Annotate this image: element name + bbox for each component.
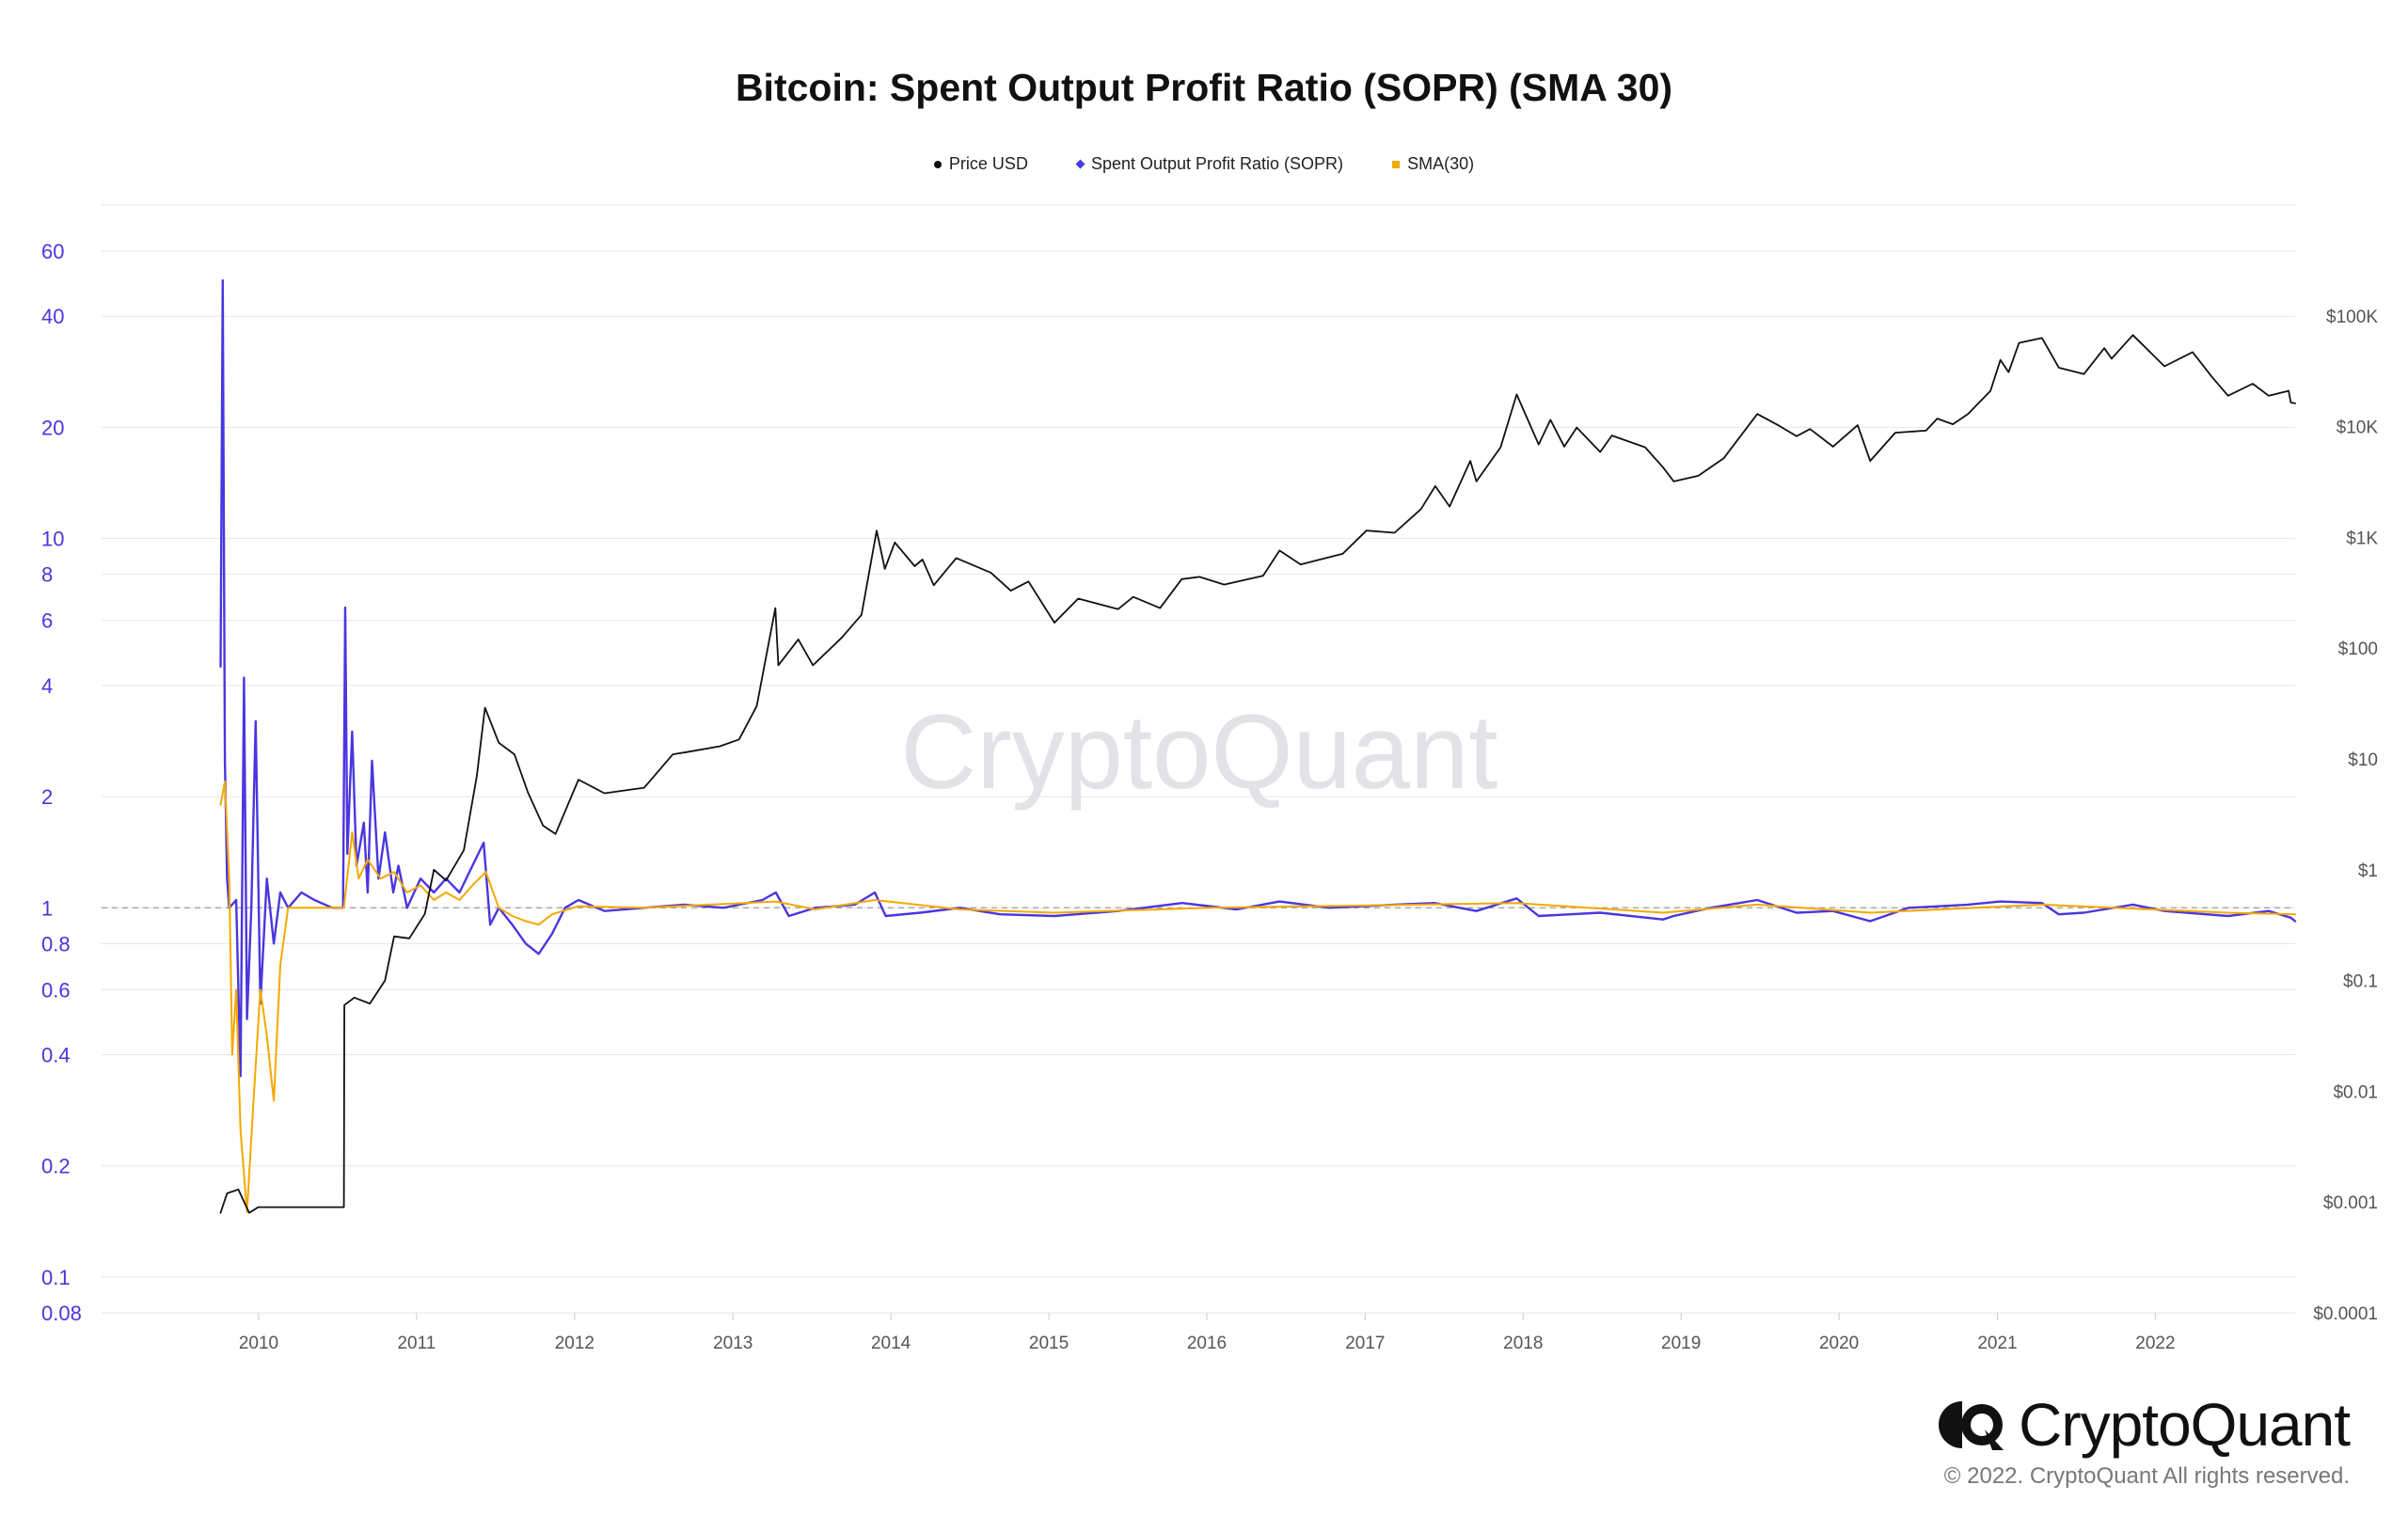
x-tick-label: 2010 (239, 1334, 278, 1353)
x-tick-label: 2017 (1345, 1334, 1385, 1353)
left-tick-label: 8 (41, 563, 53, 587)
x-tick-label: 2020 (1819, 1334, 1859, 1353)
left-axis: 60 40 20 10 8 6 4 2 1 0.8 0.6 0.4 0.2 0.1 0.08 (41, 240, 82, 1325)
series-line-price (219, 334, 2296, 1214)
left-tick-label: 6 (41, 609, 53, 633)
right-tick-label: $10K (2337, 418, 2379, 438)
x-tick-label: 2014 (871, 1334, 911, 1353)
legend-item-sma[interactable]: SMA(30) (1392, 154, 1474, 174)
x-tick-label: 2011 (397, 1334, 436, 1353)
legend-marker-sma (1392, 160, 1401, 168)
legend-label-sopr: Spent Output Profit Ratio (SOPR) (1090, 154, 1344, 173)
footer-copyright: © 2022. CryptoQuant All rights reserved. (1943, 1463, 2350, 1489)
legend-marker-price (933, 160, 942, 168)
x-tick-label: 2013 (713, 1334, 752, 1353)
right-tick-label: $0.1 (2343, 972, 2378, 992)
left-tick-label: 0.8 (41, 932, 71, 955)
footer-logo: CryptoQuant (1930, 1390, 2351, 1460)
series-group (219, 279, 2297, 1214)
legend-item-price[interactable]: Price USD (933, 154, 1028, 174)
series-line-sma (219, 780, 2296, 1213)
left-tick-label: 0.1 (41, 1266, 71, 1289)
right-tick-label: $0.0001 (2313, 1304, 2378, 1324)
left-tick-label: 1 (41, 896, 53, 920)
left-tick-label: 40 (41, 305, 64, 328)
x-tick-label: 2022 (2135, 1334, 2175, 1353)
right-tick-label: $1 (2358, 861, 2378, 881)
series-line-sopr (219, 279, 2297, 1078)
right-tick-label: $1K (2346, 529, 2378, 548)
footer-brand: CryptoQuant (2019, 1391, 2351, 1459)
x-tick-label: 2019 (1661, 1334, 1701, 1353)
cryptoquant-logo-icon (1939, 1401, 2004, 1450)
x-tick-label: 2016 (1187, 1334, 1227, 1353)
x-tick-label: 2018 (1503, 1334, 1543, 1353)
right-tick-label: $0.01 (2333, 1082, 2378, 1102)
watermark-text: CryptoQuant (901, 693, 1498, 811)
right-tick-label: $100K (2326, 308, 2378, 327)
left-tick-label: 4 (41, 674, 53, 698)
chart-title: Bitcoin: Spent Output Profit Ratio (SOPR… (735, 66, 1673, 109)
left-tick-label: 0.2 (41, 1155, 71, 1178)
left-tick-label: 60 (41, 240, 64, 263)
left-tick-label: 2 (41, 785, 53, 809)
left-tick-label: 20 (41, 416, 64, 439)
right-tick-label: $0.001 (2323, 1193, 2378, 1213)
left-tick-label: 0.6 (41, 978, 71, 1002)
right-tick-label: $10 (2348, 750, 2378, 770)
x-tick-label: 2012 (555, 1334, 594, 1353)
x-axis: 2010 2011 2012 2013 2014 2015 2016 2017 2018 2019… (239, 1313, 2176, 1353)
right-tick-label: $100 (2338, 640, 2378, 659)
legend-label-price: Price USD (948, 154, 1028, 173)
left-tick-label: 0.08 (41, 1302, 82, 1325)
x-tick-label: 2021 (1977, 1334, 2017, 1353)
chart-legend: Price USD Spent Output Profit Ratio (SOP… (0, 154, 2408, 174)
legend-item-sopr[interactable]: Spent Output Profit Ratio (SOPR) (1075, 154, 1344, 174)
legend-label-sma: SMA(30) (1407, 154, 1475, 173)
left-tick-label: 10 (41, 528, 64, 551)
right-axis: $100K $10K $1K $100 $10 $1 $0.1 $0.01 $0.001 $0.0… (2313, 308, 2378, 1324)
left-tick-label: 0.4 (41, 1044, 71, 1067)
x-tick-label: 2015 (1029, 1334, 1069, 1353)
